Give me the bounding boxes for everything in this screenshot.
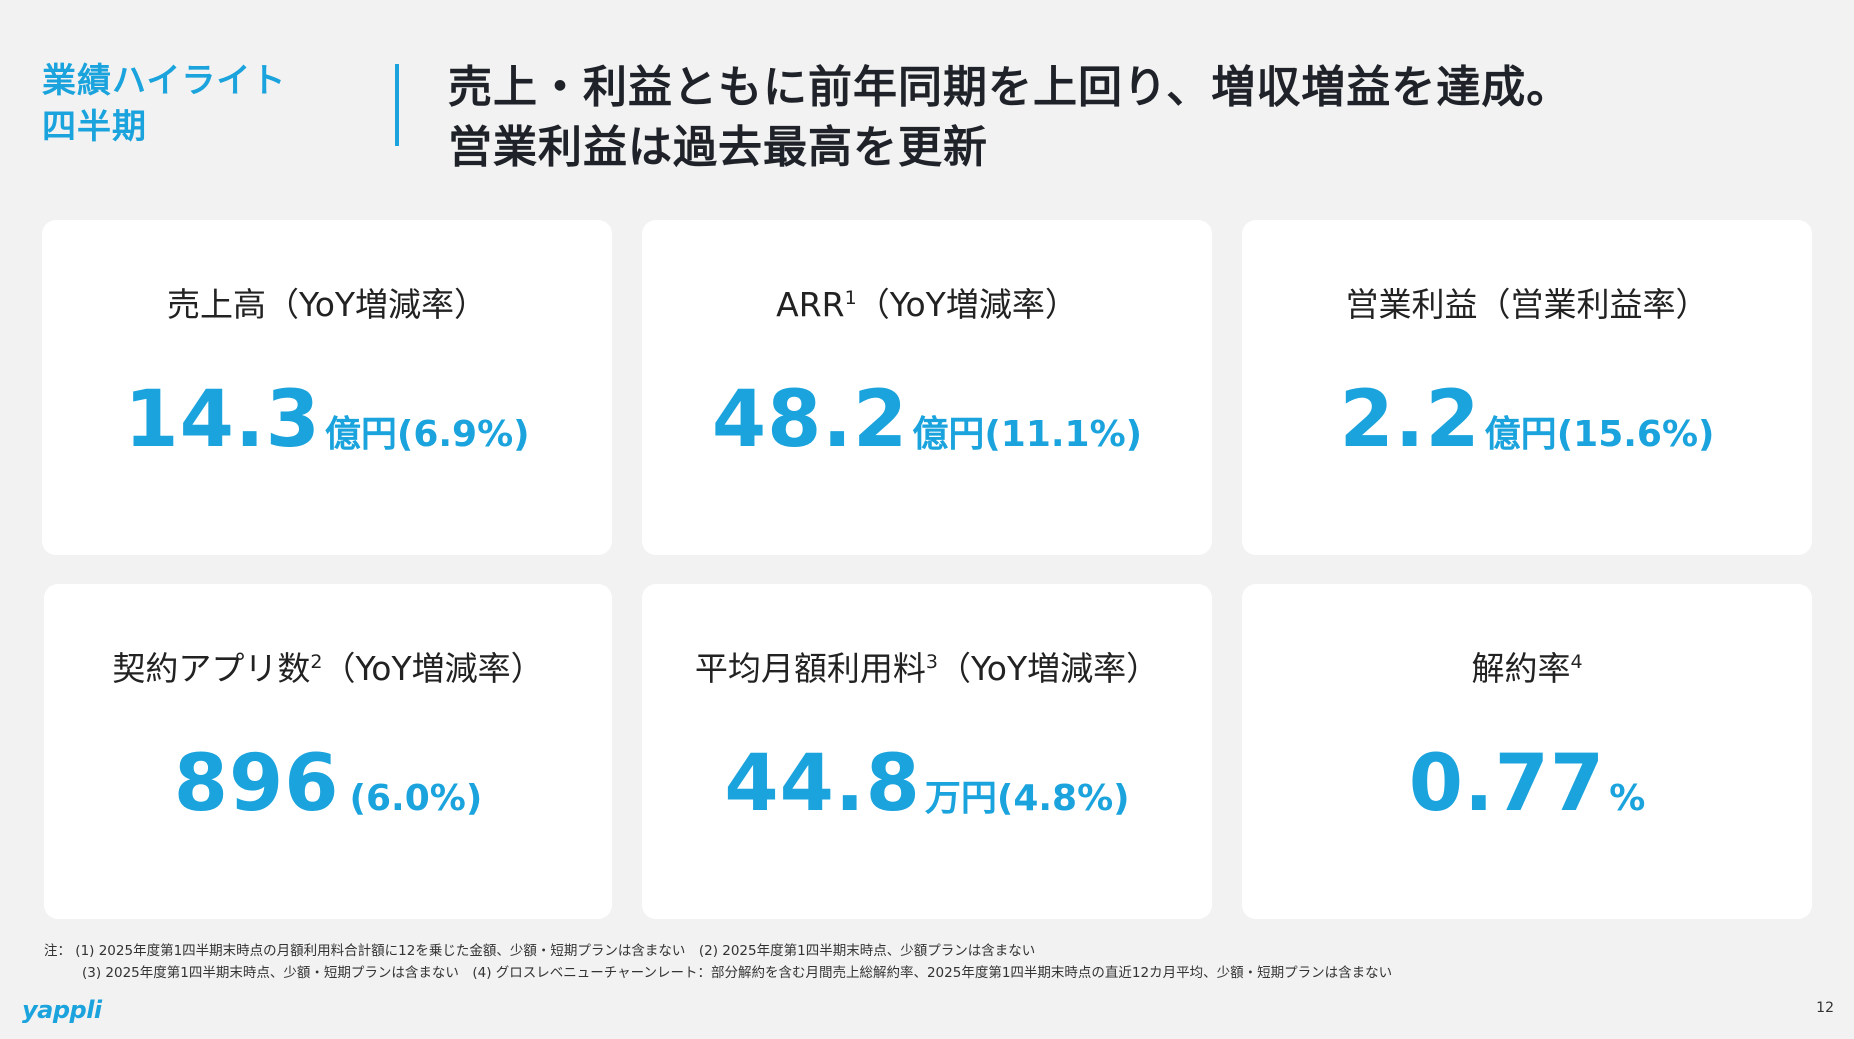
kpi-number: 44.8: [724, 739, 921, 829]
kpi-card-arr: ARR1（YoY増減率） 48.2 億円 (11.1%): [642, 220, 1212, 555]
headline-line2: 営業利益は過去最高を更新: [448, 122, 988, 173]
kpi-value: 896 (6.0%): [44, 739, 612, 829]
slide-headline: 売上・利益ともに前年同期を上回り、増収増益を達成。 営業利益は過去最高を更新: [448, 58, 1571, 178]
kpi-unit: 億円: [1484, 414, 1557, 455]
footnote-text-1: (1) 2025年度第1四半期末時点の月額利用料合計額に12を乗じた金額、少額・…: [75, 943, 1036, 959]
kpi-number: 14.3: [124, 375, 321, 465]
page-number: 12: [1816, 1000, 1834, 1016]
company-logo: yappli: [22, 996, 102, 1024]
header-divider: [395, 64, 399, 146]
kpi-change: (6.9%): [396, 414, 530, 455]
kpi-title: 契約アプリ数2（YoY増減率）: [112, 649, 544, 688]
kpi-value: 48.2 億円 (11.1%): [642, 375, 1212, 465]
kpi-unit: 億円: [912, 414, 985, 455]
footnote-ref: 1: [844, 287, 857, 309]
footnote-line: 注： (1) 2025年度第1四半期末時点の月額利用料合計額に12を乗じた金額、…: [44, 940, 1392, 962]
footnote-label: 注：: [44, 943, 71, 959]
footnote-ref: 2: [310, 651, 323, 673]
kpi-number: 0.77: [1408, 739, 1606, 829]
kpi-card-operating-profit: 営業利益（営業利益率） 2.2 億円 (15.6%): [1242, 220, 1812, 555]
kpi-change: (15.6%): [1556, 414, 1715, 455]
footnotes: 注： (1) 2025年度第1四半期末時点の月額利用料合計額に12を乗じた金額、…: [44, 940, 1392, 984]
kpi-card-revenue: 売上高（YoY増減率） 14.3 億円 (6.9%): [42, 220, 612, 555]
slide-header: 業績ハイライト 四半期 売上・利益ともに前年同期を上回り、増収増益を達成。 営業…: [0, 0, 1854, 200]
footnote-ref: 3: [925, 651, 938, 673]
kpi-value: 44.8 万円 (4.8%): [642, 739, 1212, 829]
headline-line1: 売上・利益ともに前年同期を上回り、増収増益を達成。: [448, 62, 1572, 113]
kpi-value: 0.77 %: [1242, 739, 1812, 829]
kpi-unit: 億円: [324, 414, 397, 455]
footnote-ref: 4: [1570, 651, 1583, 673]
section-label-line2: 四半期: [42, 107, 147, 147]
footnote-text-2: (3) 2025年度第1四半期末時点、少額・短期プランは含まない (4) グロス…: [82, 965, 1393, 981]
kpi-title: 売上高（YoY増減率）: [166, 285, 488, 324]
footnote-line: (3) 2025年度第1四半期末時点、少額・短期プランは含まない (4) グロス…: [44, 962, 1392, 984]
kpi-title: 営業利益（営業利益率）: [1345, 285, 1709, 324]
kpi-change: (11.1%): [984, 414, 1143, 455]
kpi-number: 2.2: [1339, 375, 1481, 465]
kpi-number: 48.2: [711, 375, 909, 465]
kpi-title: 平均月額利用料3（YoY増減率）: [694, 649, 1160, 688]
kpi-value: 2.2 億円 (15.6%): [1242, 375, 1812, 465]
kpi-card-contracted-apps: 契約アプリ数2（YoY増減率） 896 (6.0%): [44, 584, 612, 919]
section-label: 業績ハイライト 四半期: [42, 58, 286, 150]
section-label-line1: 業績ハイライト: [42, 61, 287, 101]
kpi-change: (6.0%): [349, 778, 483, 819]
kpi-title: 解約率4: [1471, 649, 1583, 688]
kpi-number: 896: [173, 739, 340, 829]
kpi-unit: %: [1609, 778, 1646, 819]
kpi-title: ARR1（YoY増減率）: [776, 285, 1078, 324]
kpi-card-avg-monthly-fee: 平均月額利用料3（YoY増減率） 44.8 万円 (4.8%): [642, 584, 1212, 919]
kpi-value: 14.3 億円 (6.9%): [42, 375, 612, 465]
kpi-unit: 万円: [924, 778, 997, 819]
kpi-card-churn-rate: 解約率4 0.77 %: [1242, 584, 1812, 919]
kpi-change: (4.8%): [996, 778, 1130, 819]
